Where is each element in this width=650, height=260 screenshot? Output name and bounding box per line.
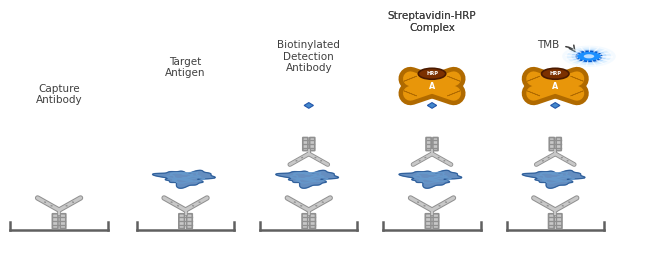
FancyBboxPatch shape <box>556 138 561 151</box>
Text: Streptavidin-HRP
Complex: Streptavidin-HRP Complex <box>387 11 476 33</box>
Circle shape <box>584 54 594 58</box>
Polygon shape <box>571 91 583 96</box>
Text: A: A <box>552 82 558 92</box>
FancyBboxPatch shape <box>179 214 185 229</box>
FancyBboxPatch shape <box>549 138 554 151</box>
Polygon shape <box>527 91 540 96</box>
Text: Target
Antigen: Target Antigen <box>165 57 206 78</box>
FancyBboxPatch shape <box>310 214 315 229</box>
Text: Capture
Antibody: Capture Antibody <box>36 84 83 106</box>
Polygon shape <box>404 76 417 81</box>
FancyBboxPatch shape <box>302 214 307 229</box>
Polygon shape <box>427 103 437 108</box>
FancyBboxPatch shape <box>53 214 58 229</box>
Circle shape <box>571 49 606 63</box>
Circle shape <box>562 46 616 67</box>
Circle shape <box>567 48 611 65</box>
Text: HRP: HRP <box>426 71 438 76</box>
Polygon shape <box>447 91 460 96</box>
Polygon shape <box>551 103 560 108</box>
Polygon shape <box>447 76 460 81</box>
Polygon shape <box>153 170 215 188</box>
Polygon shape <box>571 76 583 81</box>
Polygon shape <box>523 170 585 188</box>
FancyBboxPatch shape <box>433 138 438 151</box>
Polygon shape <box>276 170 339 188</box>
FancyBboxPatch shape <box>309 138 315 151</box>
Circle shape <box>541 68 569 79</box>
FancyBboxPatch shape <box>425 214 431 229</box>
FancyBboxPatch shape <box>60 214 66 229</box>
FancyBboxPatch shape <box>426 138 431 151</box>
Text: Streptavidin-HRP
Complex: Streptavidin-HRP Complex <box>387 11 476 33</box>
FancyBboxPatch shape <box>549 214 554 229</box>
FancyBboxPatch shape <box>187 214 192 229</box>
Text: Biotinylated
Detection
Antibody: Biotinylated Detection Antibody <box>278 40 340 73</box>
Circle shape <box>419 68 446 79</box>
Text: A: A <box>429 82 435 92</box>
FancyBboxPatch shape <box>303 138 308 151</box>
Polygon shape <box>399 170 461 188</box>
Text: TMB: TMB <box>538 41 560 50</box>
Polygon shape <box>304 103 313 108</box>
Polygon shape <box>527 76 540 81</box>
FancyBboxPatch shape <box>433 214 439 229</box>
Circle shape <box>576 51 602 61</box>
Text: HRP: HRP <box>549 71 561 76</box>
FancyBboxPatch shape <box>556 214 562 229</box>
Polygon shape <box>404 91 417 96</box>
